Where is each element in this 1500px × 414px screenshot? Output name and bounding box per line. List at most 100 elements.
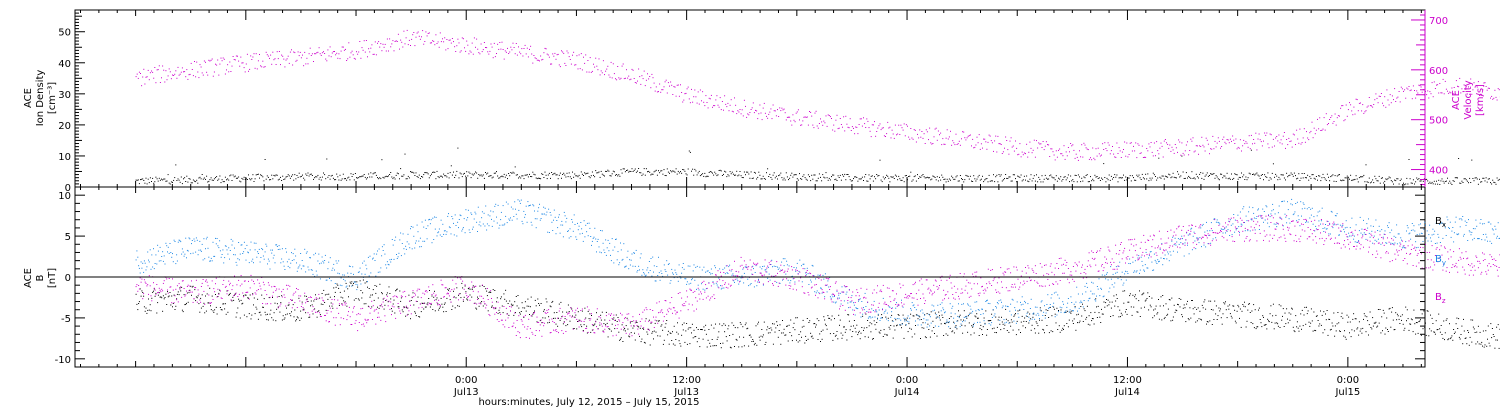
data-point xyxy=(1403,183,1404,184)
data-point xyxy=(1352,114,1353,115)
data-point xyxy=(401,297,402,298)
data-point xyxy=(1050,307,1051,308)
data-point xyxy=(1310,131,1311,132)
data-point xyxy=(888,128,889,129)
data-point xyxy=(780,110,781,111)
data-point xyxy=(915,325,916,326)
data-point xyxy=(161,179,162,180)
data-point xyxy=(402,309,403,310)
data-point xyxy=(662,330,663,331)
data-point xyxy=(594,325,595,326)
data-point xyxy=(373,54,374,55)
data-point xyxy=(1070,176,1071,177)
data-point xyxy=(405,316,406,317)
data-point xyxy=(689,98,690,99)
data-point xyxy=(539,178,540,179)
data-point xyxy=(360,268,361,269)
data-point xyxy=(578,311,579,312)
data-point xyxy=(327,49,328,50)
data-point xyxy=(1356,318,1357,319)
data-point xyxy=(1148,309,1149,310)
data-point xyxy=(1273,304,1274,305)
data-point xyxy=(429,32,430,33)
data-point xyxy=(894,178,895,179)
data-point xyxy=(464,47,465,48)
data-point xyxy=(883,336,884,337)
data-point xyxy=(1006,140,1007,141)
data-point xyxy=(187,182,188,183)
data-point xyxy=(1051,315,1052,316)
data-point xyxy=(411,226,412,227)
data-point xyxy=(192,240,193,241)
data-point xyxy=(628,76,629,77)
data-point xyxy=(564,175,565,176)
data-point xyxy=(990,181,991,182)
data-point xyxy=(403,174,404,175)
data-point xyxy=(267,175,268,176)
data-point xyxy=(337,263,338,264)
data-point xyxy=(1431,183,1432,184)
data-point xyxy=(635,82,636,83)
data-point xyxy=(1164,179,1165,180)
data-point xyxy=(885,136,886,137)
data-point xyxy=(516,214,517,215)
data-point xyxy=(384,178,385,179)
data-point xyxy=(1099,153,1100,154)
data-point xyxy=(392,178,393,179)
data-point xyxy=(1204,179,1205,180)
data-point xyxy=(1482,346,1483,347)
data-point xyxy=(715,173,716,174)
data-point xyxy=(1348,109,1349,110)
data-point xyxy=(1284,326,1285,327)
data-point xyxy=(458,227,459,228)
data-point xyxy=(645,175,646,176)
data-point xyxy=(635,169,636,170)
data-point xyxy=(926,337,927,338)
data-point xyxy=(653,338,654,339)
data-point xyxy=(326,60,327,61)
data-point xyxy=(671,269,672,270)
data-point xyxy=(1141,179,1142,180)
data-point xyxy=(754,344,755,345)
data-point xyxy=(653,77,654,78)
data-point xyxy=(552,301,553,302)
data-point xyxy=(556,312,557,313)
data-point xyxy=(1212,174,1213,175)
data-point xyxy=(228,180,229,181)
data-point xyxy=(626,170,627,171)
data-point xyxy=(597,319,598,320)
data-point xyxy=(293,52,294,53)
data-point xyxy=(1351,336,1352,337)
data-point xyxy=(926,177,927,178)
data-point xyxy=(322,304,323,305)
data-point xyxy=(759,105,760,106)
data-point xyxy=(734,175,735,176)
data-point xyxy=(424,41,425,42)
data-point xyxy=(227,249,228,250)
data-point xyxy=(304,52,305,53)
data-point xyxy=(1448,183,1449,184)
data-point xyxy=(606,171,607,172)
data-point xyxy=(1418,85,1419,86)
data-point xyxy=(727,103,728,104)
data-point xyxy=(1014,174,1015,175)
data-point xyxy=(1010,176,1011,177)
data-point xyxy=(664,340,665,341)
data-point xyxy=(224,257,225,258)
data-point xyxy=(516,43,517,44)
data-point xyxy=(722,343,723,344)
data-point xyxy=(1184,178,1185,179)
data-point xyxy=(254,243,255,244)
data-point xyxy=(212,180,213,181)
data-point xyxy=(358,272,359,273)
data-point xyxy=(321,180,322,181)
data-point xyxy=(168,174,169,175)
data-point xyxy=(325,255,326,256)
data-point xyxy=(490,292,491,293)
data-point xyxy=(958,181,959,182)
data-point xyxy=(478,52,479,53)
data-point xyxy=(1442,178,1443,179)
data-point xyxy=(180,74,181,75)
data-point xyxy=(590,236,591,237)
data-point xyxy=(429,290,430,291)
